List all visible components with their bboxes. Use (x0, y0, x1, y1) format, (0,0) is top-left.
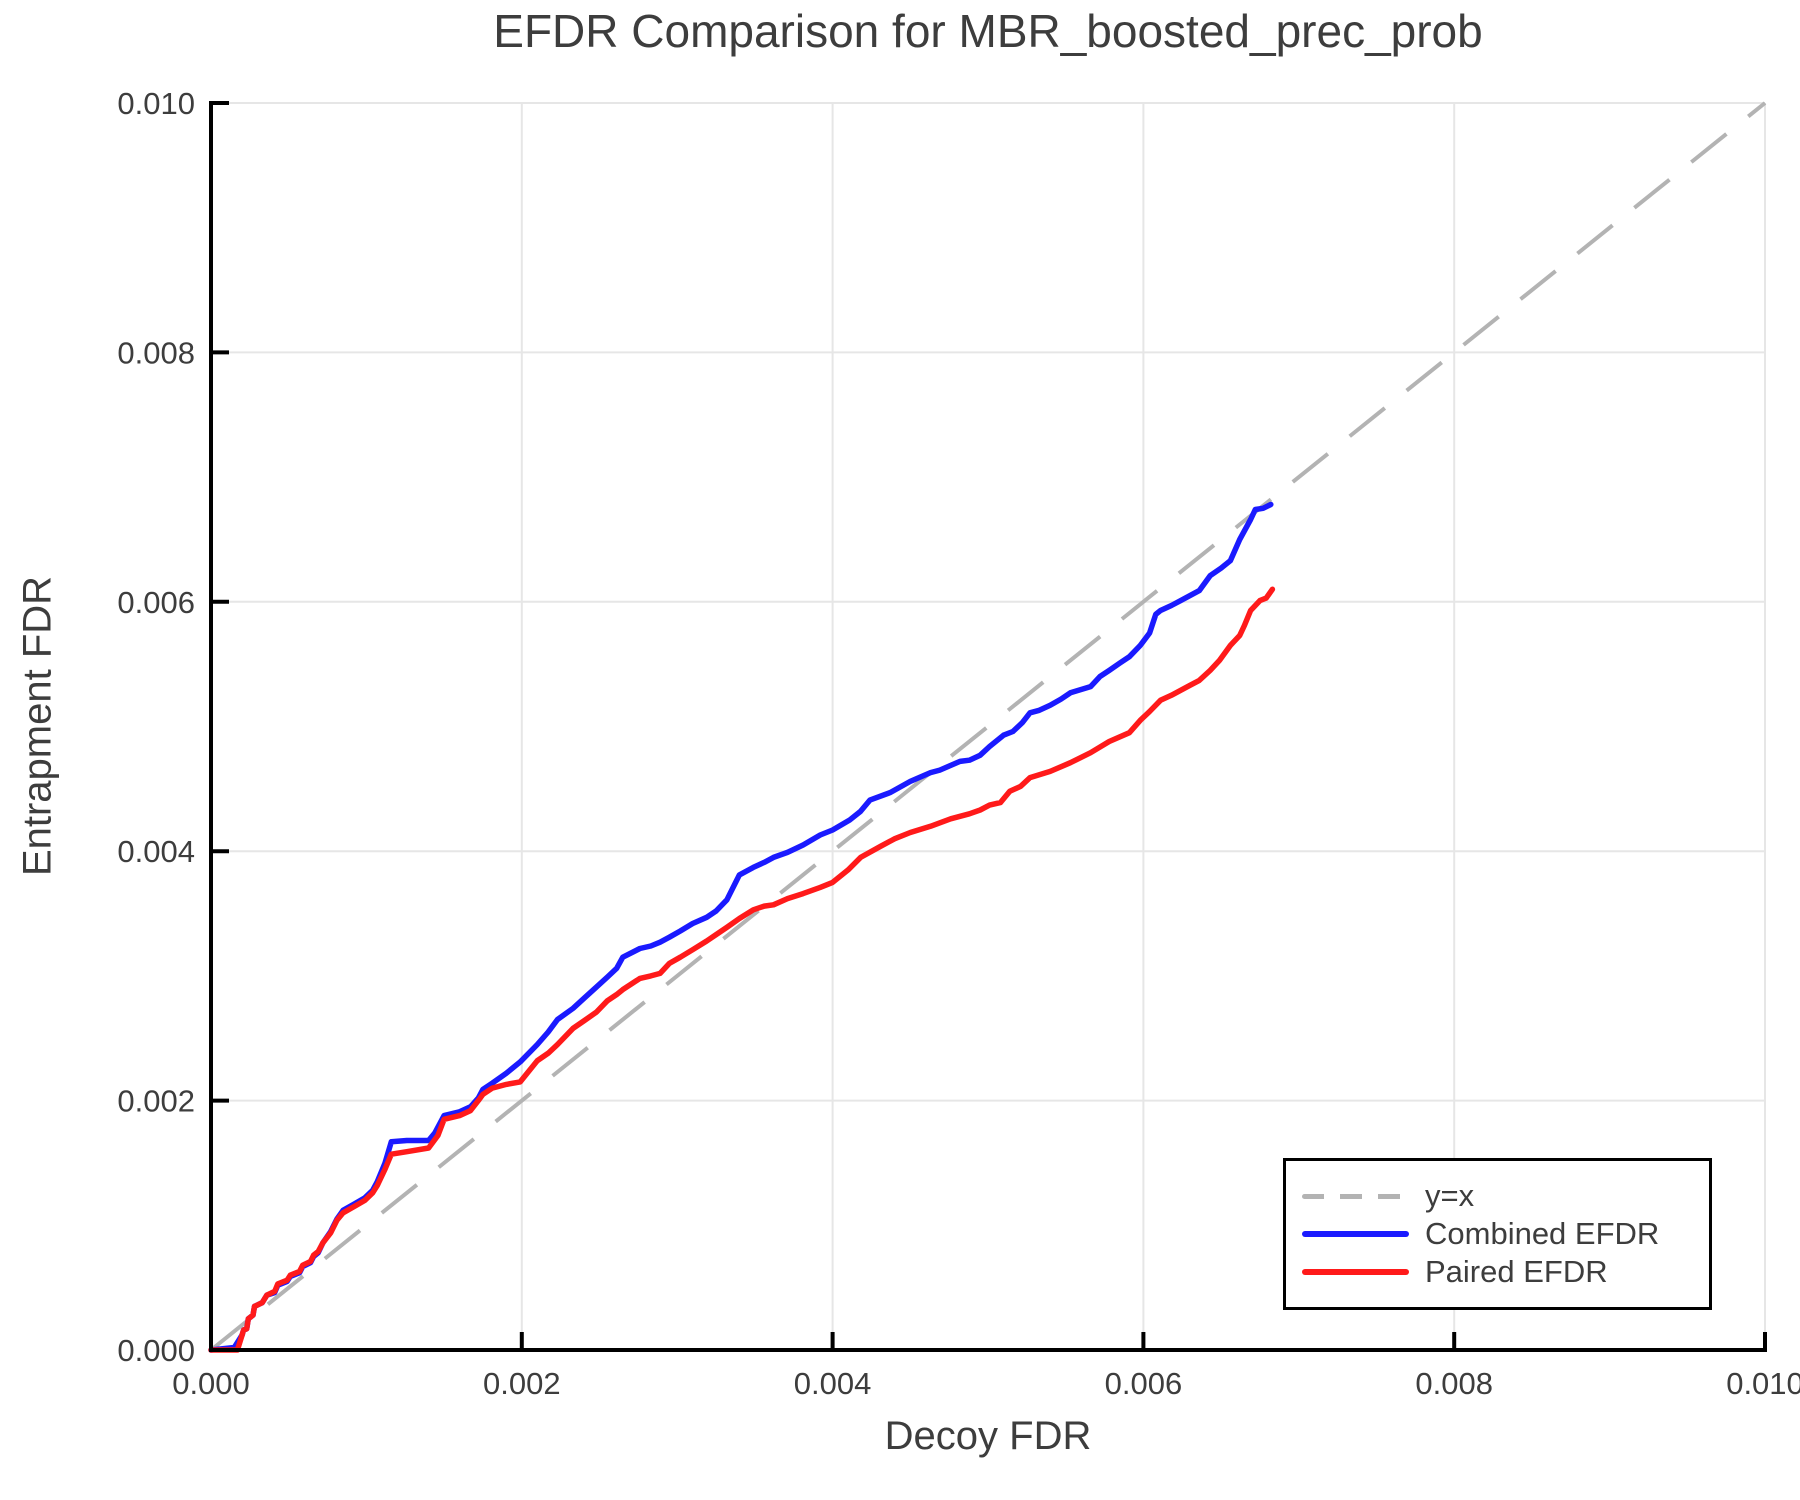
legend-row-combined-efdr: Combined EFDR (1302, 1215, 1709, 1253)
x-tick-label: 0.008 (1415, 1366, 1493, 1401)
y-tick-label: 0.006 (117, 585, 195, 620)
y-tick-label: 0.010 (117, 86, 195, 121)
y-axis-label: Entrapment FDR (15, 575, 60, 877)
y-tick-label: 0.000 (117, 1333, 195, 1368)
legend-row-paired-efdr: Paired EFDR (1302, 1253, 1709, 1291)
identity-line-swatch (1302, 1193, 1409, 1199)
x-tick-label: 0.006 (1105, 1366, 1183, 1401)
x-tick-label: 0.002 (483, 1366, 561, 1401)
x-tick-label: 0.004 (794, 1366, 872, 1401)
y-tick-label: 0.004 (117, 834, 195, 869)
legend-label-paired-efdr: Paired EFDR (1425, 1254, 1608, 1289)
legend-row-identity: y=x (1302, 1177, 1709, 1215)
chart-title: EFDR Comparison for MBR_boosted_prec_pro… (493, 5, 1483, 57)
legend-box: y=x Combined EFDR Paired EFDR (1283, 1158, 1712, 1310)
x-axis-label: Decoy FDR (884, 1414, 1092, 1458)
identity-line (209, 101, 1767, 1352)
series-line-paired-efdr (208, 586, 1276, 1353)
y-tick-label: 0.008 (117, 335, 195, 370)
x-tick-label: 0.000 (172, 1366, 250, 1401)
y-tick-label: 0.002 (117, 1084, 195, 1119)
legend-label-identity: y=x (1425, 1178, 1475, 1213)
paired-efdr-line-swatch (1302, 1269, 1409, 1275)
x-tick-label: 0.010 (1726, 1366, 1800, 1401)
legend-label-combined-efdr: Combined EFDR (1425, 1216, 1660, 1251)
combined-efdr-line-swatch (1302, 1231, 1409, 1237)
